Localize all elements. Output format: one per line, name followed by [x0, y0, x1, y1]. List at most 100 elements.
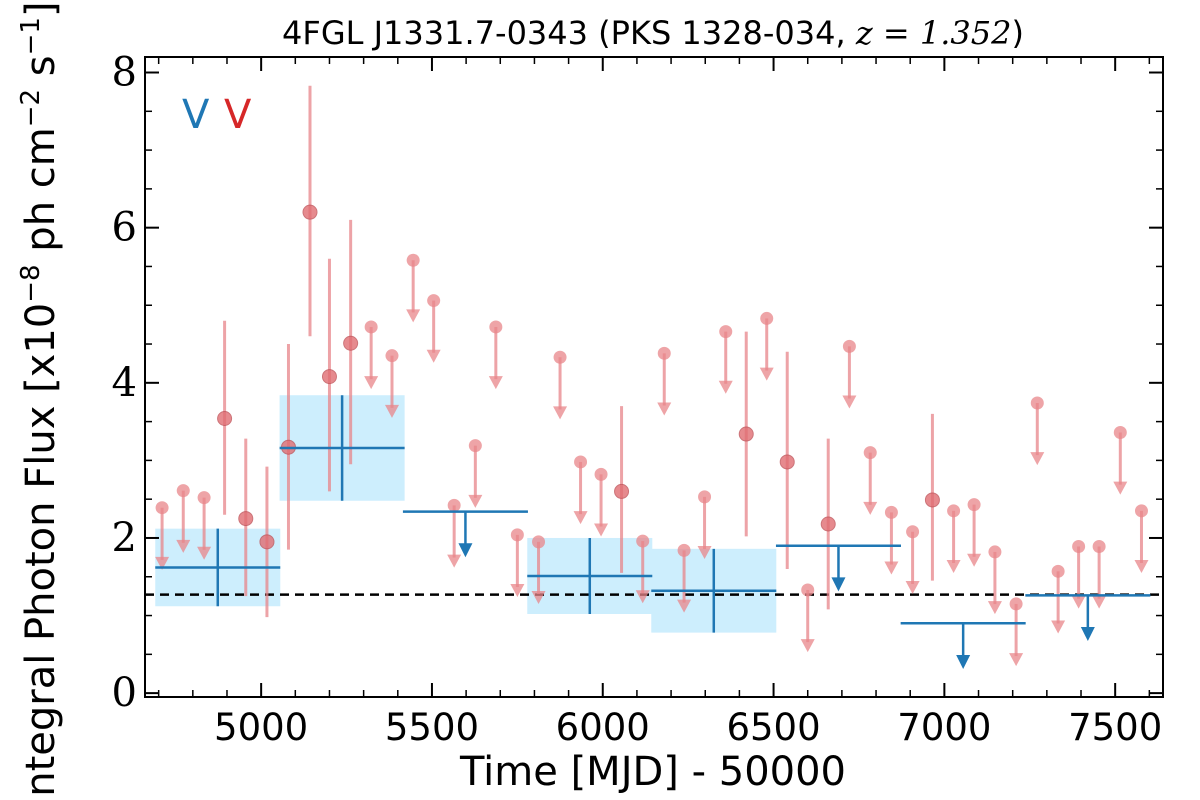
short-upper-limit-point [510, 528, 524, 542]
short-detection-point [924, 492, 940, 508]
short-upper-limit-arrow [718, 380, 733, 394]
short-upper-limit-point [1092, 540, 1106, 554]
short-upper-limit-point [1134, 504, 1148, 518]
short-upper-limit-arrow [384, 404, 399, 418]
short-upper-limit-arrow [531, 591, 546, 605]
short-upper-limit-point [385, 349, 399, 363]
long-upper-limit-arrow [1080, 627, 1095, 642]
x-tick-label: 5500 [385, 706, 479, 749]
short-upper-limit-point [553, 350, 567, 364]
short-upper-limit-arrow [697, 546, 712, 560]
short-upper-limit-point [760, 311, 774, 325]
short-detection-point [217, 411, 233, 427]
y-axis-label-part3: s [18, 55, 64, 89]
short-upper-limit-point [468, 439, 482, 453]
short-upper-limit-arrow [197, 546, 212, 560]
y-axis-label-part1: Integral Photon Flux [x10 [18, 303, 64, 800]
short-upper-limit-point [1113, 425, 1127, 439]
short-upper-limit-arrow [1113, 481, 1128, 495]
plot-frame [144, 56, 1164, 698]
short-upper-limit-point [1072, 540, 1086, 554]
short-upper-limit-point [863, 446, 877, 460]
x-tick-label: 6000 [556, 706, 650, 749]
short-upper-limit-point [1051, 564, 1065, 578]
short-upper-limit-point [406, 253, 420, 267]
short-detection-point [321, 369, 337, 385]
short-upper-limit-arrow [510, 584, 525, 598]
short-upper-limit-arrow [176, 539, 191, 553]
y-axis-label-end: ] [18, 1, 64, 17]
short-upper-limit-point [698, 490, 712, 504]
y-tick-label: 0 [112, 670, 137, 716]
short-upper-limit-arrow [155, 556, 170, 570]
short-upper-limit-point [1030, 396, 1044, 410]
short-upper-limit-arrow [1030, 452, 1045, 466]
short-upper-limit-arrow [987, 601, 1002, 615]
short-upper-limit-arrow [553, 406, 568, 420]
short-upper-limit-arrow [406, 309, 421, 323]
short-detection-point [614, 483, 630, 499]
x-tick-label: 6500 [726, 706, 820, 749]
short-upper-limit-arrow [447, 554, 462, 568]
short-upper-limit-point [427, 294, 441, 308]
long-upper-limit-arrow [956, 654, 971, 669]
short-upper-limit-arrow [863, 501, 878, 515]
short-detection-point [302, 204, 318, 220]
short-upper-limit-point [364, 320, 378, 334]
short-upper-limit-point [906, 525, 920, 539]
short-upper-limit-point [677, 543, 691, 557]
short-upper-limit-point [155, 501, 169, 515]
short-upper-limit-arrow [488, 376, 503, 390]
legend-entry-blue: V [182, 92, 210, 138]
y-axis-label: Integral Photon Flux [x10−8 ph cm−2 s−1] [16, 1, 64, 800]
long-bin-series [155, 395, 1151, 669]
short-upper-limit-point [719, 325, 733, 339]
short-detection-point [259, 534, 275, 550]
short-upper-limit-arrow [657, 402, 672, 416]
y-axis-label-part2: ph cm [18, 127, 64, 264]
short-upper-limit-point [447, 498, 461, 512]
short-upper-limit-point [842, 339, 856, 353]
short-upper-limit-point [988, 545, 1002, 559]
short-detection-point [238, 511, 254, 527]
short-upper-limit-arrow [884, 561, 899, 575]
x-tick-label: 7000 [897, 706, 991, 749]
short-upper-limit-arrow [573, 511, 588, 525]
short-upper-limit-point [594, 467, 608, 481]
short-upper-limit-point [801, 583, 815, 597]
short-upper-limit-point [636, 534, 650, 548]
short-upper-limit-arrow [842, 395, 857, 409]
short-upper-limit-arrow [905, 580, 920, 594]
short-upper-limit-arrow [468, 494, 483, 508]
legend-entry-red: V [224, 92, 252, 138]
y-tick-label: 4 [112, 360, 137, 406]
short-detection-point [820, 516, 836, 532]
short-upper-limit-point [947, 504, 961, 518]
y-tick-label: 6 [112, 205, 137, 251]
x-tick-label: 7500 [1068, 706, 1162, 749]
y-axis-label-exp1: −8 [16, 264, 46, 302]
short-upper-limit-arrow [635, 590, 650, 604]
short-upper-limit-point [489, 320, 503, 334]
y-axis-label-exp2: −2 [16, 89, 46, 127]
short-upper-limit-arrow [800, 639, 815, 653]
chart-title-redshift: z = 1.352 [855, 14, 1012, 52]
short-upper-limit-point [967, 498, 981, 512]
short-upper-limit-point [884, 505, 898, 519]
long-upper-limit-arrow [831, 577, 846, 592]
short-upper-limit-point [657, 346, 671, 360]
tick-labels: 5000 5500 6000 6500 7000 7500 0 2 4 6 8 [112, 50, 1163, 749]
x-axis-label: Time [MJD] - 50000 [459, 749, 846, 795]
short-upper-limit-arrow [759, 367, 774, 381]
short-upper-limit-arrow [1009, 653, 1024, 667]
short-upper-limit-arrow [1092, 595, 1107, 609]
y-tick-label: 2 [112, 515, 137, 561]
short-upper-limit-arrow [364, 376, 379, 390]
short-upper-limit-point [176, 484, 190, 498]
short-upper-limit-point [1009, 597, 1023, 611]
short-detection-point [738, 426, 754, 442]
long-upper-limit-arrow [458, 543, 473, 558]
short-detection-point [779, 454, 795, 470]
chart-title-prefix: 4FGL J1331.7-0343 (PKS 1328-034, [282, 14, 856, 52]
